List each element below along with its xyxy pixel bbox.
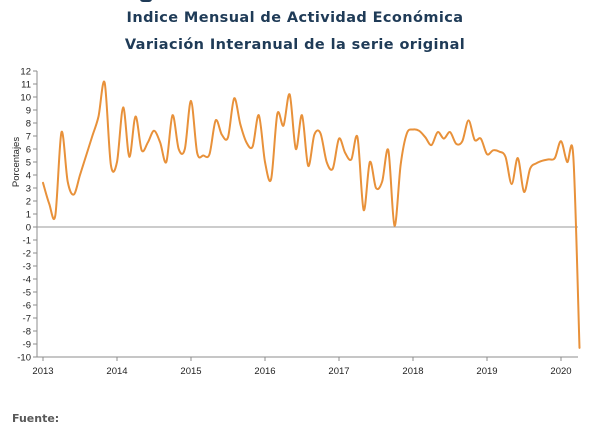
chart-title: Indice Mensual de Actividad Económica [126, 10, 464, 26]
y-tick-label: -6 [23, 301, 31, 312]
y-tick-label: -9 [23, 340, 31, 351]
y-tick-label: -10 [17, 353, 31, 364]
y-tick-label: -7 [23, 314, 31, 325]
y-tick-label: 0 [26, 223, 31, 234]
y-tick-label: -4 [23, 275, 31, 286]
x-tick-label: 2016 [254, 366, 275, 377]
y-axis-title: Porcentajes [11, 137, 22, 187]
x-tick-label: 2020 [550, 366, 571, 377]
x-tick-label: 2018 [402, 366, 423, 377]
x-tick-label: 2014 [106, 366, 127, 377]
y-tick-label: 9 [26, 106, 31, 117]
y-tick-label: -2 [23, 249, 31, 260]
y-tick-label: -5 [23, 288, 31, 299]
y-tick-label: 11 [21, 80, 31, 91]
y-tick-label: -3 [23, 262, 31, 273]
y-tick-label: -1 [23, 236, 31, 247]
y-tick-label: 4 [26, 171, 31, 182]
x-tick-label: 2017 [328, 366, 349, 377]
y-tick-label: 10 [20, 93, 31, 104]
y-tick-label: 5 [26, 158, 31, 169]
y-tick-label: 2 [26, 197, 31, 208]
x-tick-label: 2013 [32, 366, 53, 377]
x-tick-label: 2015 [180, 366, 201, 377]
y-tick-label: 7 [26, 132, 31, 143]
series-line [42, 80, 581, 349]
y-tick-label: -8 [23, 327, 31, 338]
y-tick-label: 3 [26, 184, 31, 195]
y-tick-label: 6 [26, 145, 31, 156]
y-tick-label: 1 [26, 210, 31, 221]
y-tick-label: 12 [20, 67, 31, 78]
chart-subtitle: Variación Interanual de la serie origina… [124, 37, 466, 53]
x-tick-label: 2019 [476, 366, 497, 377]
y-tick-label: 8 [26, 119, 31, 130]
source-label: Fuente: [12, 412, 60, 425]
header-fragment [140, 0, 152, 2]
